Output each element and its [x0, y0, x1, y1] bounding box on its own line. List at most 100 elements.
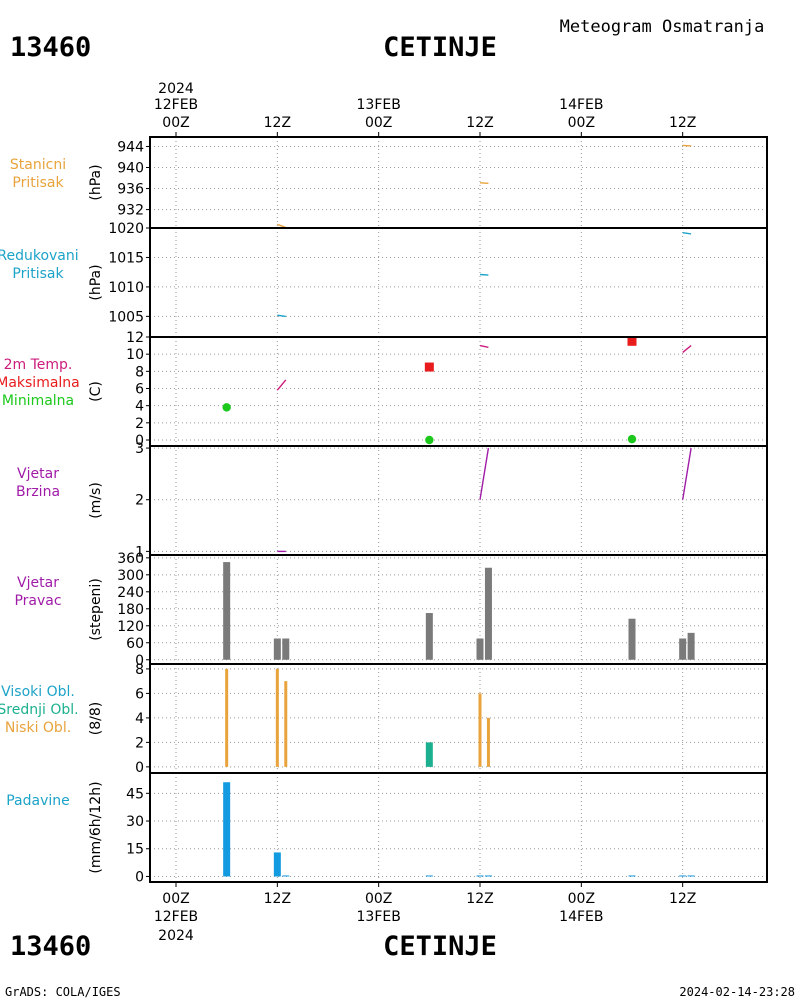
bar: [687, 875, 695, 877]
y-tick-label: 2: [135, 416, 144, 432]
panel-title-line: Brzina: [16, 484, 60, 500]
station-id-top: 13460: [10, 32, 91, 63]
series-line-segment: [276, 379, 287, 391]
series-line-segment: [479, 447, 490, 500]
panel-title-line: Vjetar: [17, 575, 59, 591]
y-tick-label: 940: [117, 161, 144, 177]
panel-title-line: Pravac: [14, 593, 61, 609]
bottom-axis-time-label: 12Z: [669, 891, 696, 907]
bottom-year-label: 2024: [158, 928, 194, 944]
series-line-segment: [682, 144, 692, 147]
max-temp-marker: [424, 362, 434, 372]
min-temp-marker: [222, 403, 231, 412]
panel-frame: [149, 136, 768, 229]
panel-unit-label: (stepeni): [88, 578, 104, 641]
top-axis-time-label: 12Z: [669, 115, 696, 131]
bar: [628, 875, 636, 877]
bar: [687, 632, 695, 660]
y-tick-label: 0: [135, 760, 144, 776]
panel-frame: [149, 772, 768, 883]
y-tick-label: 936: [117, 182, 144, 198]
y-tick-label: 1005: [108, 309, 144, 325]
series-line-segment: [682, 447, 692, 500]
bar: [225, 668, 229, 767]
product-title: Meteogram Osmatranja: [560, 17, 765, 37]
series-line-segment: [479, 273, 489, 276]
bar: [282, 875, 290, 877]
panel-frame: [149, 663, 768, 774]
min-temp-marker: [425, 435, 434, 445]
y-tick-label: 4: [135, 711, 144, 727]
bar: [223, 562, 231, 660]
bar: [284, 681, 288, 767]
y-tick-label: 10: [126, 347, 144, 363]
software-credit: GrADS: COLA/IGES: [5, 985, 121, 999]
panel-unit-label: (hPa): [88, 164, 104, 200]
bar: [282, 638, 290, 660]
top-axis-time-label: 00Z: [568, 115, 595, 131]
y-tick-label: 2: [135, 493, 144, 509]
panel-7: 0 15 30 45 (mm/6h/12h) Padavine: [6, 772, 768, 885]
bar: [628, 618, 636, 660]
bottom-axis-date-label: 12FEB: [154, 909, 198, 925]
panel-4: 1 2 3 (m/s) Vjetar Brzina: [16, 441, 768, 560]
y-tick-label: 360: [117, 551, 144, 567]
top-axis-time-label: 12Z: [466, 115, 493, 131]
bar: [679, 875, 687, 877]
top-axis-time-label: 12Z: [264, 115, 291, 131]
panel-frame: [149, 445, 768, 556]
panels: 932936940944(hPa)StanicniPritisak1005101…: [0, 136, 768, 885]
station-name-bottom: CETINJE: [383, 931, 497, 962]
bar: [486, 717, 490, 767]
y-tick-label: 0: [135, 869, 144, 885]
panel-title-line: Padavine: [6, 793, 70, 809]
series-line-segment: [277, 314, 286, 318]
top-axis-date-label: 13FEB: [357, 97, 401, 113]
y-tick-label: 8: [135, 364, 144, 380]
series-line-segment: [479, 344, 489, 348]
top-axis-date-label: 12FEB: [154, 97, 198, 113]
panel-title-line: Pritisak: [12, 266, 64, 282]
bar: [273, 638, 281, 660]
y-tick-label: 120: [117, 619, 144, 635]
y-tick-label: 180: [117, 602, 144, 618]
bar: [275, 668, 279, 767]
top-year-label: 2024: [158, 81, 194, 97]
station-id-bottom: 13460: [10, 931, 91, 962]
station-name-top: CETINJE: [383, 32, 497, 63]
bar: [425, 613, 433, 660]
series-line-segment: [479, 182, 489, 184]
y-tick-label: 45: [126, 786, 144, 802]
y-tick-label: 240: [117, 585, 144, 601]
series-line-segment: [682, 232, 692, 235]
y-tick-label: 15: [126, 842, 144, 858]
panel-frame: [149, 227, 768, 338]
bottom-axis-time-label: 00Z: [162, 891, 189, 907]
bar: [679, 638, 687, 660]
bar: [484, 875, 492, 877]
y-tick-label: 1015: [108, 250, 144, 266]
panel-unit-label: (mm/6h/12h): [88, 781, 104, 873]
y-tick-label: 1020: [108, 221, 144, 237]
time-axes: 00Z 12FEB 12Z 00Z 13FEB 12Z 00Z 14FEB 12Z 00Z 12FE…: [154, 97, 697, 925]
bottom-axis-time-label: 12Z: [466, 891, 493, 907]
series-line-segment: [277, 223, 287, 229]
y-tick-label: 12: [126, 330, 144, 346]
render-timestamp: 2024-02-14-23:28: [679, 985, 795, 999]
y-tick-label: 944: [117, 139, 144, 155]
panel-title-line: 2m Temp.: [4, 357, 73, 373]
panel-title-line: Niski Obl.: [5, 720, 71, 736]
panel-title-line: Visoki Obl.: [1, 684, 75, 700]
min-temp-marker: [627, 434, 637, 444]
bar: [425, 742, 433, 767]
panel-unit-label: (8/8): [88, 702, 104, 735]
bottom-axis-date-label: 13FEB: [357, 909, 401, 925]
y-tick-label: 932: [117, 203, 144, 219]
bar: [223, 782, 231, 877]
bar: [484, 567, 492, 660]
panel-title-line: Redukovani: [0, 248, 79, 264]
y-tick-label: 300: [117, 568, 144, 584]
panel-unit-label: (C): [88, 381, 104, 402]
